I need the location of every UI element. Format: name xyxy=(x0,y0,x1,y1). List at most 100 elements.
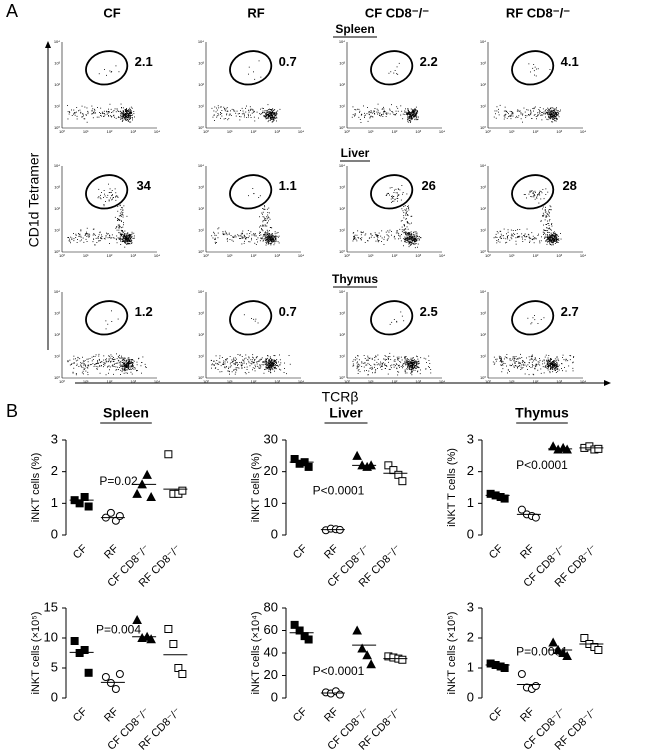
event-dot xyxy=(270,358,271,359)
event-dot xyxy=(568,366,569,367)
event-dot xyxy=(116,65,117,66)
event-dot xyxy=(561,368,562,369)
event-dot xyxy=(128,368,129,369)
event-dot xyxy=(111,116,112,117)
event-dot xyxy=(223,231,224,232)
event-dot xyxy=(545,111,546,112)
event-dot xyxy=(128,363,129,364)
event-dot xyxy=(554,366,555,367)
event-dot xyxy=(404,112,405,113)
event-dot xyxy=(401,185,402,186)
event-dot xyxy=(510,365,511,366)
event-dot xyxy=(249,67,250,68)
event-dot xyxy=(265,234,266,235)
event-dot xyxy=(255,366,256,367)
event-dot xyxy=(267,230,268,231)
event-dot xyxy=(358,356,359,357)
event-dot xyxy=(213,117,214,118)
event-dot xyxy=(534,194,535,195)
event-dot xyxy=(123,237,124,238)
event-dot xyxy=(526,358,527,359)
event-dot xyxy=(403,238,404,239)
event-dot xyxy=(214,364,215,365)
event-dot xyxy=(377,114,378,115)
gate xyxy=(367,297,416,339)
event-dot xyxy=(137,362,138,363)
event-dot xyxy=(503,238,504,239)
event-dot xyxy=(368,121,369,122)
event-dot xyxy=(233,237,234,238)
event-dot xyxy=(401,200,402,201)
flow-tick-label: 10¹ xyxy=(198,228,204,233)
event-dot xyxy=(401,234,402,235)
event-dot xyxy=(96,366,97,367)
event-dot xyxy=(396,368,397,369)
event-dot xyxy=(548,355,549,356)
event-dot xyxy=(372,117,373,118)
event-dot xyxy=(563,355,564,356)
event-dot xyxy=(561,239,562,240)
event-dot xyxy=(108,361,109,362)
event-dot xyxy=(80,241,81,242)
event-dot xyxy=(134,361,135,362)
event-dot xyxy=(104,362,105,363)
event-dot xyxy=(538,114,539,115)
event-dot xyxy=(355,113,356,114)
event-dot xyxy=(101,365,102,366)
event-dot xyxy=(81,367,82,368)
event-dot xyxy=(548,119,549,120)
event-dot xyxy=(272,115,273,116)
event-dot xyxy=(391,367,392,368)
event-dot xyxy=(220,114,221,115)
event-dot xyxy=(494,363,495,364)
event-dot xyxy=(130,238,131,239)
event-dot xyxy=(239,238,240,239)
event-dot xyxy=(252,357,253,358)
event-dot xyxy=(497,106,498,107)
event-dot xyxy=(273,363,274,364)
event-dot xyxy=(550,365,551,366)
event-dot xyxy=(546,239,547,240)
event-dot xyxy=(267,365,268,366)
event-dot xyxy=(407,211,408,212)
chart-title: Liver xyxy=(329,405,363,421)
event-dot xyxy=(547,239,548,240)
event-dot xyxy=(276,362,277,363)
event-dot xyxy=(559,111,560,112)
event-dot xyxy=(93,235,94,236)
event-dot xyxy=(531,367,532,368)
event-dot xyxy=(120,234,121,235)
event-dot xyxy=(270,234,271,235)
event-dot xyxy=(123,241,124,242)
event-dot xyxy=(110,198,111,199)
event-dot xyxy=(411,372,412,373)
x-tick-label: CF xyxy=(71,705,90,724)
event-dot xyxy=(270,117,271,118)
event-dot xyxy=(128,368,129,369)
event-dot xyxy=(273,121,274,122)
event-dot xyxy=(550,358,551,359)
event-dot xyxy=(416,362,417,363)
event-dot xyxy=(126,237,127,238)
event-dot xyxy=(266,216,267,217)
event-dot xyxy=(558,359,559,360)
event-dot xyxy=(550,108,551,109)
event-dot xyxy=(114,361,115,362)
event-dot xyxy=(361,232,362,233)
event-dot xyxy=(272,238,273,239)
event-dot xyxy=(354,237,355,238)
event-dot xyxy=(122,116,123,117)
p-value: P<0.0001 xyxy=(313,483,365,497)
event-dot xyxy=(223,364,224,365)
event-dot xyxy=(127,363,128,364)
event-dot xyxy=(529,360,530,361)
event-dot xyxy=(409,242,410,243)
event-dot xyxy=(124,236,125,237)
event-dot xyxy=(116,363,117,364)
event-dot xyxy=(551,363,552,364)
event-dot xyxy=(405,209,406,210)
event-dot xyxy=(518,362,519,363)
event-dot xyxy=(245,355,246,356)
event-dot xyxy=(265,113,266,114)
event-dot xyxy=(375,232,376,233)
